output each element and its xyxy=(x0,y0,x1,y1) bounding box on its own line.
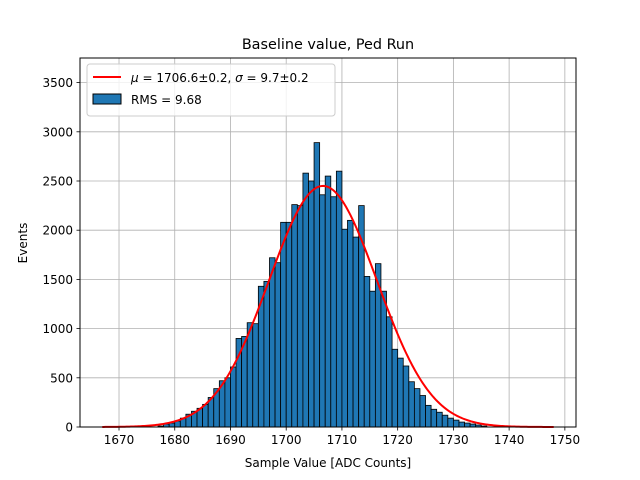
x-tick-label-6: 1730 xyxy=(438,433,469,447)
histogram-bar-22 xyxy=(280,221,287,428)
histogram-bar-19 xyxy=(263,280,270,428)
histogram-bar-53 xyxy=(452,419,460,428)
histogram-bar-8 xyxy=(202,403,209,428)
histogram-bar-16 xyxy=(246,322,254,428)
histogram-bar-35 xyxy=(352,236,360,428)
histogram-bar-12 xyxy=(224,377,231,428)
histogram-bar-17 xyxy=(252,323,259,428)
x-tick-label-2: 1690 xyxy=(215,433,246,447)
histogram-bar-29 xyxy=(319,194,326,428)
histogram-bar-24 xyxy=(291,204,298,428)
histogram-bar-25 xyxy=(296,205,304,428)
histogram-bar-26 xyxy=(302,172,309,428)
histogram-bar-45 xyxy=(408,381,415,428)
histogram-bar-41 xyxy=(386,316,393,428)
y-tick-label-4: 2000 xyxy=(42,224,73,238)
legend-histogram-swatch xyxy=(92,93,122,105)
histogram-bar-13 xyxy=(230,366,237,428)
legend-frame xyxy=(86,63,336,117)
x-tick-label-3: 1700 xyxy=(271,433,302,447)
histogram-bar-21 xyxy=(274,262,282,428)
y-tick-label-5: 2500 xyxy=(42,175,73,189)
x-tick-label-4: 1710 xyxy=(327,433,358,447)
x-axis-label: Sample Value [ADC Counts] xyxy=(245,456,411,470)
legend: μ = 1706.6±0.2, σ = 9.7±0.2 RMS = 9.68 xyxy=(86,63,336,117)
legend-fit-label: μ = 1706.6±0.2, σ = 9.7±0.2 xyxy=(130,71,309,85)
histogram-bar-43 xyxy=(397,357,404,428)
histogram-bar-28 xyxy=(313,142,321,428)
gaussian-fit-curve xyxy=(102,184,554,428)
histogram-bar-49 xyxy=(430,408,438,428)
chart-title: Baseline value, Ped Run xyxy=(242,37,414,53)
legend-mu-symbol: μ xyxy=(130,71,139,85)
histogram-bar-37 xyxy=(363,276,371,428)
x-tick-label-1: 1680 xyxy=(159,433,190,447)
histogram-bar-47 xyxy=(419,395,426,428)
y-tick-label-0: 0 xyxy=(65,421,73,435)
histogram-bar-54 xyxy=(458,421,465,428)
histogram-bar-20 xyxy=(269,257,276,428)
histogram-bar-30 xyxy=(324,175,332,428)
y-tick-label-7: 3500 xyxy=(42,76,73,90)
histogram-bar-44 xyxy=(402,365,410,428)
histogram-bar-23 xyxy=(285,221,293,428)
y-tick-label-3: 1500 xyxy=(42,273,73,287)
histogram-bar-2 xyxy=(168,422,176,428)
histogram-bar-38 xyxy=(369,290,376,428)
x-tick-label-7: 1740 xyxy=(494,433,525,447)
plot-frame xyxy=(79,57,577,428)
histogram-bar-34 xyxy=(347,219,354,428)
histogram-bar-40 xyxy=(380,290,387,428)
legend-sigma-symbol: σ xyxy=(235,71,243,85)
x-tick-label-8: 1750 xyxy=(550,433,581,447)
y-axis-ticks: 0 500 1000 1500 2000 2500 3000 3500 xyxy=(42,76,80,435)
histogram-bar-50 xyxy=(436,411,443,428)
histogram-bar-48 xyxy=(425,404,432,428)
histogram-bar-52 xyxy=(447,417,454,428)
x-tick-label-0: 1670 xyxy=(104,433,135,447)
y-tick-label-2: 1000 xyxy=(42,322,73,336)
histogram-bars xyxy=(157,142,488,428)
x-axis-ticks: 1670 1680 1690 1700 1710 1720 1730 1740 1750 xyxy=(104,427,580,447)
y-axis-label: Events xyxy=(16,223,30,264)
x-tick-label-5: 1720 xyxy=(382,433,413,447)
histogram-bar-27 xyxy=(308,180,315,428)
legend-mu-value: = 1706.6±0.2, xyxy=(139,71,235,85)
histogram-bar-31 xyxy=(330,196,337,428)
histogram-bar-15 xyxy=(241,336,248,428)
histogram-bar-46 xyxy=(413,388,421,428)
histogram-bar-51 xyxy=(441,414,449,428)
y-tick-label-1: 500 xyxy=(50,371,73,385)
legend-sigma-value: = 9.7±0.2 xyxy=(243,71,309,85)
histogram-bar-33 xyxy=(341,228,348,428)
y-tick-label-6: 3000 xyxy=(42,125,73,139)
histogram-bar-32 xyxy=(335,170,343,428)
histogram-bar-55 xyxy=(464,422,471,428)
legend-histogram-label: RMS = 9.68 xyxy=(131,93,202,107)
histogram-bar-42 xyxy=(391,348,399,428)
